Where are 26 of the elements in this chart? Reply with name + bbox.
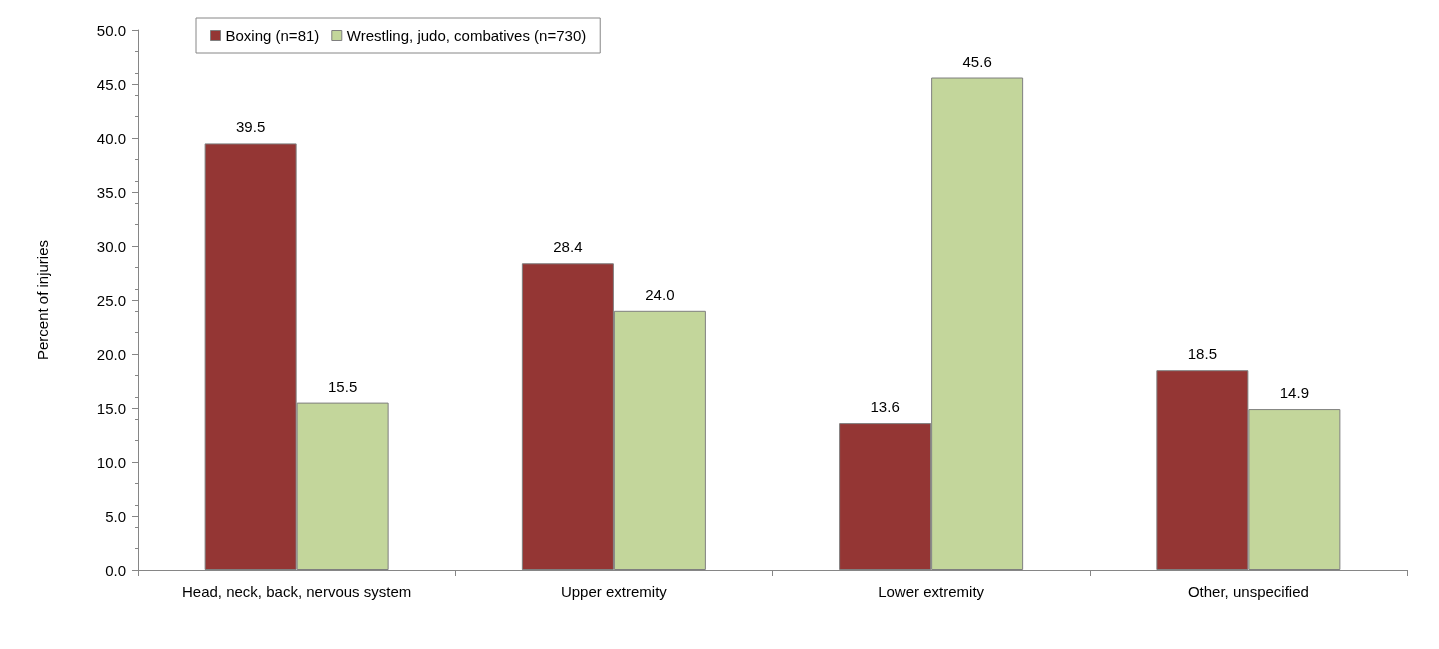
x-tick-label: Other, unspecified: [1187, 582, 1309, 600]
data-label: 39.5: [236, 118, 266, 136]
data-label: 24.0: [645, 285, 675, 303]
data-label: 18.5: [1187, 345, 1217, 363]
legend-label: Boxing (n=81): [225, 27, 320, 44]
y-tick-label: 50.0: [96, 21, 126, 39]
y-tick-label: 15.0: [96, 399, 126, 417]
x-tick-label: Head, neck, back, nervous system: [181, 582, 412, 600]
y-tick-label: 30.0: [96, 237, 126, 255]
data-label: 13.6: [870, 398, 900, 416]
y-tick-label: 0.0: [105, 561, 126, 579]
y-tick-label: 10.0: [96, 453, 126, 471]
y-axis-title: Percent of injuries: [34, 239, 51, 361]
data-label: 14.9: [1279, 384, 1309, 402]
legend-label: Wrestling, judo, combatives (n=730): [346, 27, 587, 44]
y-tick-label: 45.0: [96, 75, 126, 93]
y-tick-label: 25.0: [96, 291, 126, 309]
y-tick-label: 40.0: [96, 129, 126, 147]
y-tick-label: 35.0: [96, 183, 126, 201]
data-label: 28.4: [553, 238, 583, 256]
x-tick-label: Lower extremity: [878, 582, 985, 600]
y-tick-label: 5.0: [105, 507, 126, 525]
data-label: 15.5: [328, 377, 358, 395]
data-label: 45.6: [962, 52, 992, 70]
y-tick-label: 20.0: [96, 345, 126, 363]
x-tick-label: Upper extremity: [560, 582, 668, 600]
